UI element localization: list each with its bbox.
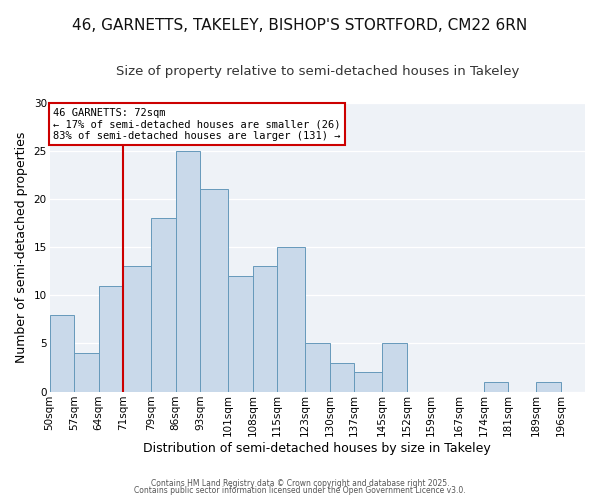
Bar [151, 218, 176, 392]
Bar [329, 362, 354, 392]
X-axis label: Distribution of semi-detached houses by size in Takeley: Distribution of semi-detached houses by … [143, 442, 491, 455]
Bar [253, 266, 277, 392]
Y-axis label: Number of semi-detached properties: Number of semi-detached properties [15, 132, 28, 363]
Text: 46, GARNETTS, TAKELEY, BISHOP'S STORTFORD, CM22 6RN: 46, GARNETTS, TAKELEY, BISHOP'S STORTFOR… [73, 18, 527, 32]
Bar [354, 372, 382, 392]
Text: 46 GARNETTS: 72sqm
← 17% of semi-detached houses are smaller (26)
83% of semi-de: 46 GARNETTS: 72sqm ← 17% of semi-detache… [53, 108, 341, 141]
Bar [123, 266, 151, 392]
Bar [277, 247, 305, 392]
Bar [176, 151, 200, 392]
Text: Contains public sector information licensed under the Open Government Licence v3: Contains public sector information licen… [134, 486, 466, 495]
Bar [228, 276, 253, 392]
Bar [200, 190, 228, 392]
Text: Contains HM Land Registry data © Crown copyright and database right 2025.: Contains HM Land Registry data © Crown c… [151, 478, 449, 488]
Bar [484, 382, 508, 392]
Bar [74, 353, 98, 392]
Bar [382, 344, 407, 392]
Title: Size of property relative to semi-detached houses in Takeley: Size of property relative to semi-detach… [116, 65, 519, 78]
Bar [536, 382, 560, 392]
Bar [98, 286, 123, 392]
Bar [305, 344, 329, 392]
Bar [50, 314, 74, 392]
